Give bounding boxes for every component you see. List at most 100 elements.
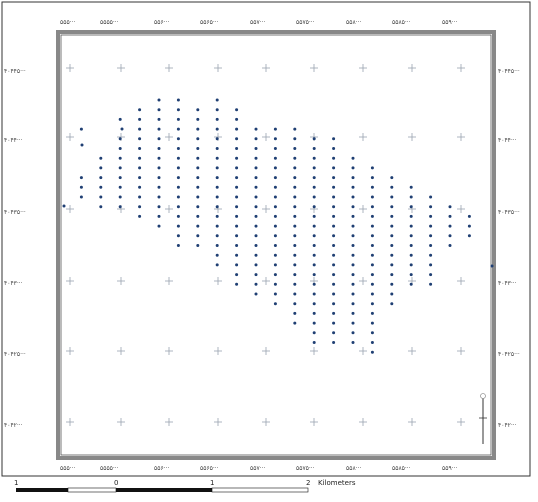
bottom-tick-label: ۵۵۵۵··· bbox=[100, 465, 119, 472]
sample-point bbox=[312, 166, 316, 170]
sample-point bbox=[215, 127, 219, 131]
sample-point bbox=[370, 311, 374, 315]
sample-point bbox=[157, 156, 161, 160]
map-frame-inner bbox=[60, 34, 492, 456]
sample-point bbox=[429, 224, 433, 228]
sample-point bbox=[390, 224, 394, 228]
sample-point bbox=[370, 282, 374, 286]
sample-point bbox=[273, 282, 277, 286]
sample-point bbox=[390, 205, 394, 209]
scale-bar-segment bbox=[211, 487, 309, 493]
sample-point bbox=[215, 137, 219, 141]
sample-point bbox=[196, 176, 200, 180]
sample-point bbox=[215, 214, 219, 218]
sample-point bbox=[157, 166, 161, 170]
sample-point bbox=[332, 311, 336, 315]
sample-point bbox=[254, 176, 258, 180]
sample-point bbox=[351, 302, 355, 306]
graticule-cross bbox=[66, 64, 74, 72]
left-tick-label: ۴۰۴۳۵··· bbox=[4, 209, 26, 216]
sample-point bbox=[293, 156, 297, 160]
sample-point bbox=[332, 176, 336, 180]
sample-point bbox=[312, 147, 316, 150]
bottom-tick-label: ۵۵۶··· bbox=[154, 465, 169, 472]
sample-point bbox=[176, 156, 180, 160]
sample-point bbox=[176, 224, 180, 228]
sample-point bbox=[99, 176, 103, 180]
sample-point bbox=[409, 205, 413, 209]
sample-point bbox=[312, 205, 316, 209]
sample-point bbox=[332, 273, 336, 277]
sample-point bbox=[196, 214, 200, 218]
sample-point bbox=[235, 127, 239, 131]
right-tick-label: ۴۰۴۳۵··· bbox=[498, 209, 520, 216]
sample-point bbox=[79, 127, 83, 131]
sample-point bbox=[118, 185, 122, 189]
sample-point bbox=[370, 244, 374, 247]
sample-point bbox=[118, 147, 122, 150]
sample-point bbox=[490, 264, 494, 268]
top-tick-label: ۵۵۵۵··· bbox=[100, 19, 119, 26]
sample-point bbox=[293, 253, 297, 257]
sample-point bbox=[293, 166, 297, 170]
sample-point bbox=[138, 185, 142, 189]
sample-point bbox=[235, 224, 239, 228]
sample-point bbox=[254, 244, 258, 247]
sample-point bbox=[273, 205, 277, 209]
sample-point bbox=[293, 224, 297, 228]
graticule-cross bbox=[165, 133, 173, 141]
sample-point bbox=[332, 214, 336, 218]
sample-point bbox=[235, 214, 239, 218]
sample-point bbox=[370, 292, 374, 296]
sample-point bbox=[409, 273, 413, 277]
graticule-cross bbox=[359, 277, 367, 285]
sample-point bbox=[235, 234, 239, 238]
sample-point bbox=[370, 263, 374, 267]
sample-point bbox=[118, 117, 122, 121]
sample-point bbox=[273, 263, 277, 267]
sample-point bbox=[351, 321, 355, 325]
sample-point bbox=[351, 195, 355, 199]
sample-point bbox=[429, 214, 433, 218]
sample-point bbox=[351, 263, 355, 267]
sample-point bbox=[215, 166, 219, 170]
sample-point bbox=[390, 234, 394, 238]
sample-point bbox=[332, 331, 336, 335]
sample-point bbox=[293, 137, 297, 141]
sample-point bbox=[215, 147, 219, 150]
bottom-tick-label: ۵۵۹··· bbox=[442, 465, 457, 472]
sample-point bbox=[215, 185, 219, 189]
scale-bar-label: 2 bbox=[306, 479, 310, 487]
sample-point bbox=[273, 214, 277, 218]
graticule-cross bbox=[66, 418, 74, 426]
sample-point bbox=[390, 292, 394, 296]
sample-point bbox=[370, 234, 374, 238]
sample-point bbox=[196, 244, 200, 247]
sample-point bbox=[351, 244, 355, 247]
graticule-cross bbox=[165, 205, 173, 213]
graticule-cross bbox=[262, 277, 270, 285]
sample-point bbox=[157, 137, 161, 141]
sample-point bbox=[293, 214, 297, 218]
sample-point bbox=[254, 195, 258, 199]
sample-point bbox=[351, 273, 355, 277]
sample-point bbox=[196, 195, 200, 199]
sample-point bbox=[312, 195, 316, 199]
sample-point bbox=[157, 185, 161, 189]
sample-point bbox=[196, 147, 200, 150]
bottom-tick-label: ۵۵۸··· bbox=[346, 465, 361, 472]
sample-point bbox=[351, 156, 355, 160]
sample-point bbox=[176, 205, 180, 209]
sample-point bbox=[273, 302, 277, 306]
sample-point bbox=[332, 156, 336, 160]
left-tick-label: ۴۰۴۳··· bbox=[4, 280, 23, 287]
graticule-cross bbox=[310, 64, 318, 72]
sample-point bbox=[370, 341, 374, 344]
sample-point bbox=[215, 224, 219, 228]
graticule-cross bbox=[359, 133, 367, 141]
sample-point bbox=[429, 253, 433, 257]
graticule-cross bbox=[457, 418, 465, 426]
bottom-tick-label: ۵۵۶۵··· bbox=[200, 465, 219, 472]
sample-point bbox=[332, 263, 336, 267]
graticule-cross bbox=[66, 133, 74, 141]
